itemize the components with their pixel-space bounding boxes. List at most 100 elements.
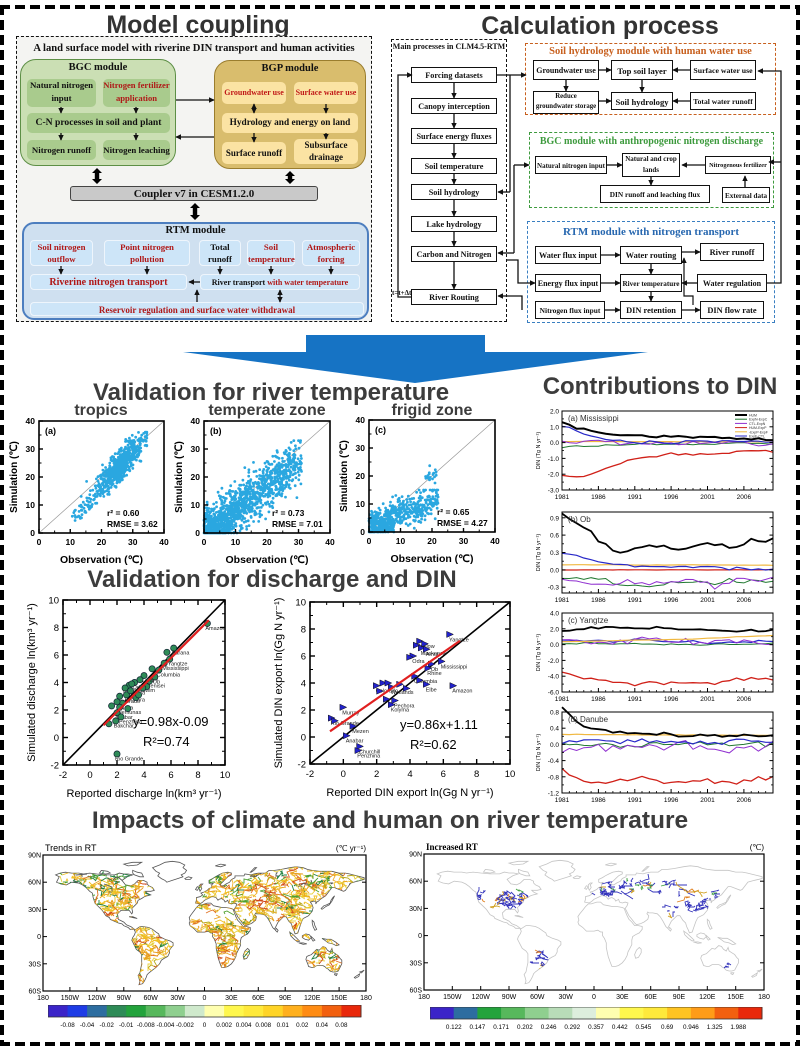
svg-text:10: 10 [48, 596, 59, 607]
svg-text:60W: 60W [143, 995, 158, 1002]
svg-text:1991: 1991 [628, 696, 643, 703]
svg-text:40: 40 [356, 415, 366, 425]
svg-text:0.004: 0.004 [236, 1022, 252, 1029]
svg-text:1991: 1991 [628, 494, 643, 501]
svg-text:-2: -2 [51, 761, 59, 772]
svg-text:Amur: Amur [426, 652, 439, 658]
svg-text:6: 6 [54, 651, 59, 662]
svg-text:60E: 60E [252, 995, 265, 1002]
svg-text:r² = 0.73: r² = 0.73 [272, 508, 305, 518]
svg-text:DIN (Tg N yr⁻¹): DIN (Tg N yr⁻¹) [536, 734, 542, 772]
svg-text:6: 6 [301, 652, 306, 663]
svg-text:0: 0 [30, 528, 35, 538]
svg-text:-ExpP-ExpF: -ExpP-ExpF [749, 430, 768, 434]
svg-text:180: 180 [758, 994, 770, 1001]
svg-text:60S: 60S [410, 988, 423, 995]
svg-text:90E: 90E [279, 995, 292, 1002]
svg-text:6: 6 [441, 769, 446, 780]
svg-text:30E: 30E [616, 994, 629, 1001]
svg-text:0: 0 [360, 527, 365, 537]
svg-text:1996: 1996 [664, 797, 679, 804]
svg-text:8: 8 [474, 769, 479, 780]
svg-text:10: 10 [295, 598, 306, 609]
svg-text:2.0: 2.0 [550, 409, 559, 416]
svg-text:0.3: 0.3 [550, 550, 559, 557]
svg-text:150E: 150E [728, 994, 745, 1001]
svg-text:0.6: 0.6 [550, 533, 559, 540]
svg-text:-2.0: -2.0 [548, 658, 560, 665]
svg-text:2: 2 [114, 770, 119, 781]
svg-text:1986: 1986 [591, 597, 606, 604]
svg-text:Simulation (℃): Simulation (℃) [339, 440, 350, 512]
svg-text:1991: 1991 [628, 597, 643, 604]
svg-text:2: 2 [54, 706, 59, 717]
svg-text:30: 30 [26, 444, 36, 454]
svg-text:2001: 2001 [700, 494, 715, 501]
svg-text:Mackenzie: Mackenzie [421, 651, 447, 657]
svg-text:0.9: 0.9 [550, 515, 559, 522]
svg-text:2006: 2006 [737, 597, 752, 604]
svg-text:Observation (℃): Observation (℃) [391, 553, 474, 565]
svg-text:180: 180 [37, 995, 49, 1002]
svg-text:HUM-ExpP: HUM-ExpP [749, 426, 767, 430]
svg-text:20: 20 [262, 537, 272, 547]
svg-text:60S: 60S [29, 989, 42, 996]
svg-text:Murray: Murray [342, 710, 359, 716]
svg-text:-0.01: -0.01 [119, 1022, 134, 1029]
svg-text:2006: 2006 [737, 696, 752, 703]
svg-text:6: 6 [168, 770, 173, 781]
svg-text:(b) Ob: (b) Ob [568, 515, 591, 524]
svg-text:20: 20 [356, 471, 366, 481]
svg-text:Anabar: Anabar [346, 739, 364, 745]
svg-text:0.147: 0.147 [470, 1024, 486, 1031]
svg-text:4: 4 [301, 679, 306, 690]
svg-text:-4.0: -4.0 [548, 674, 560, 681]
svg-text:0.545: 0.545 [636, 1024, 652, 1031]
svg-text:-1.2: -1.2 [548, 791, 560, 798]
svg-text:1981: 1981 [555, 494, 570, 501]
svg-text:Simulated discharge ln(km³ yr⁻: Simulated discharge ln(km³ yr⁻¹) [26, 603, 38, 762]
svg-text:-2.0: -2.0 [548, 472, 560, 479]
svg-text:120E: 120E [304, 995, 321, 1002]
svg-text:0: 0 [367, 536, 372, 546]
svg-text:30E: 30E [225, 995, 238, 1002]
svg-text:0.04: 0.04 [316, 1022, 329, 1029]
svg-text:8: 8 [195, 770, 200, 781]
svg-text:2: 2 [374, 769, 379, 780]
svg-text:0.0: 0.0 [550, 567, 559, 574]
svg-text:30: 30 [459, 536, 469, 546]
svg-text:0.0: 0.0 [550, 440, 559, 447]
svg-text:0.122: 0.122 [446, 1024, 462, 1031]
svg-text:1996: 1996 [664, 494, 679, 501]
svg-text:150W: 150W [61, 995, 80, 1002]
svg-text:0.246: 0.246 [541, 1024, 557, 1031]
svg-text:Pechora: Pechora [394, 704, 415, 710]
svg-text:0.0: 0.0 [550, 642, 559, 649]
svg-text:0.69: 0.69 [661, 1024, 674, 1031]
svg-text:1981: 1981 [555, 597, 570, 604]
svg-text:Columbia: Columbia [157, 673, 181, 679]
svg-text:40: 40 [191, 416, 201, 426]
svg-text:120E: 120E [699, 994, 716, 1001]
svg-text:1996: 1996 [664, 597, 679, 604]
svg-text:Elbe: Elbe [426, 687, 437, 693]
svg-text:Increased RT: Increased RT [426, 842, 478, 852]
svg-text:Yellow: Yellow [419, 644, 435, 650]
svg-text:10: 10 [220, 770, 231, 781]
svg-text:Mississippi: Mississippi [162, 666, 189, 672]
svg-text:Observation (℃): Observation (℃) [60, 554, 143, 566]
svg-text:40: 40 [26, 416, 36, 426]
svg-text:-2: -2 [306, 769, 314, 780]
svg-text:2: 2 [301, 706, 306, 717]
svg-text:(℃ yr⁻¹): (℃ yr⁻¹) [336, 844, 366, 853]
svg-text:180: 180 [360, 995, 372, 1002]
svg-text:30N: 30N [409, 906, 422, 913]
svg-text:10: 10 [231, 537, 241, 547]
svg-text:-0.002: -0.002 [176, 1022, 194, 1029]
svg-text:10: 10 [66, 537, 76, 547]
svg-text:Reported discharge ln(km³ yr⁻¹: Reported discharge ln(km³ yr⁻¹) [67, 788, 222, 800]
svg-text:20: 20 [427, 536, 437, 546]
svg-text:0.171: 0.171 [493, 1024, 509, 1031]
svg-text:90W: 90W [117, 995, 132, 1002]
svg-text:Ob: Ob [153, 680, 160, 686]
